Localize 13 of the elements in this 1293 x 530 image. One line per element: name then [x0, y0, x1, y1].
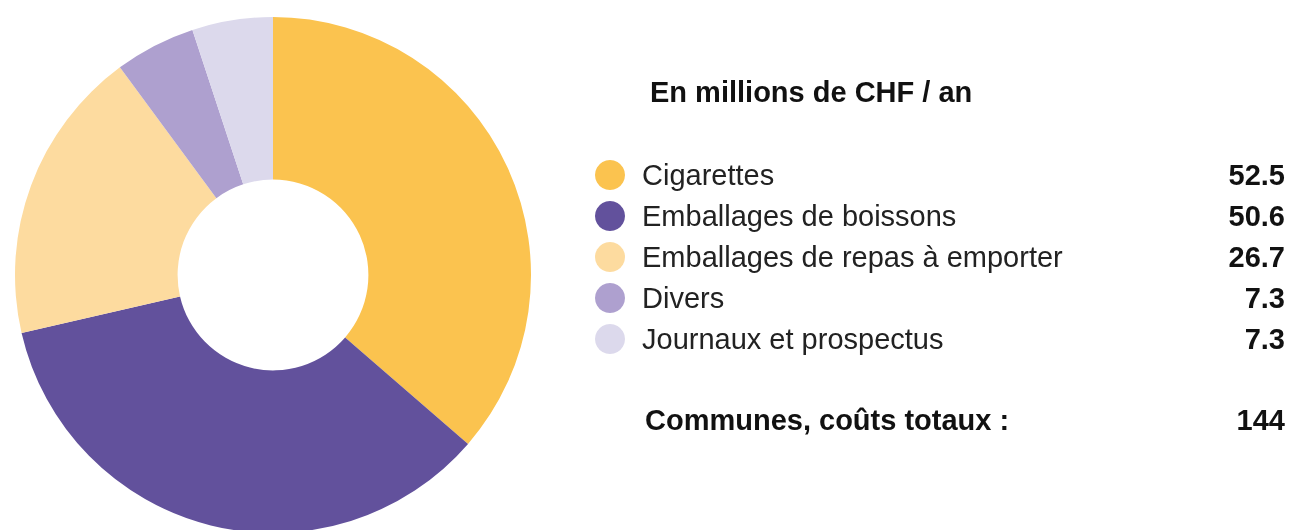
legend-label: Divers	[642, 282, 725, 314]
data-label: 7.3	[1244, 282, 1285, 314]
legend-label: Cigarettes	[642, 159, 775, 191]
data-label: 7.3	[1244, 323, 1285, 355]
legend-label: Emballages de boissons	[642, 200, 957, 232]
legend-label: Emballages de repas à emporter	[642, 241, 1064, 273]
data-label: 52.5	[1228, 159, 1285, 191]
text: Communes, coûts totaux :	[645, 403, 1010, 436]
data-label: 50.6	[1228, 200, 1285, 232]
text: En millions de CHF / an	[650, 75, 973, 108]
text: 144	[1236, 403, 1286, 436]
legend-label: Journaux et prospectus	[642, 323, 944, 355]
data-label: 26.7	[1228, 241, 1285, 273]
